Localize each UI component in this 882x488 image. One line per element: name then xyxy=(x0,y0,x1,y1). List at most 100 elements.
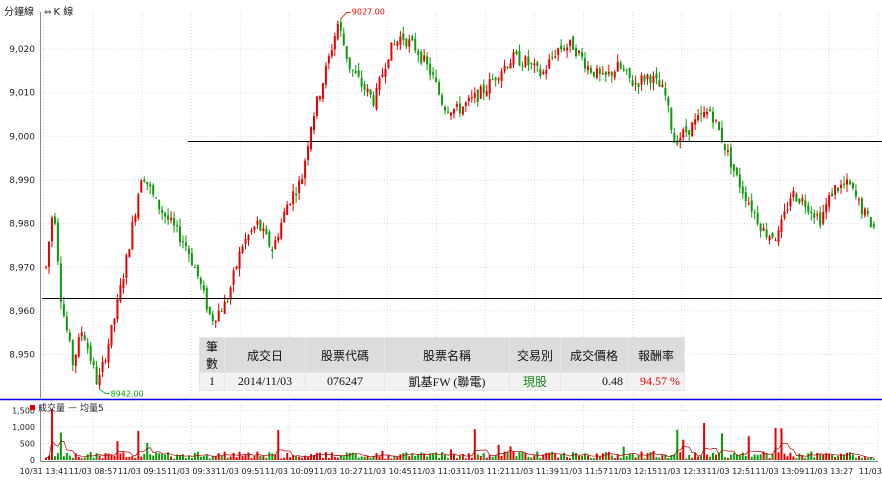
volume-bar xyxy=(533,455,536,460)
volume-bar xyxy=(241,455,244,460)
volume-bar xyxy=(783,453,786,460)
volume-bar xyxy=(247,452,250,460)
candle-body xyxy=(676,140,679,145)
candle-body xyxy=(512,52,515,65)
candle-body xyxy=(62,304,65,317)
candle-body xyxy=(583,58,586,69)
candle-body xyxy=(542,71,545,74)
volume-bar xyxy=(566,457,569,460)
volume-bar xyxy=(208,458,211,460)
candle-body xyxy=(729,147,732,168)
volume-bar xyxy=(253,456,256,460)
candle-body xyxy=(110,324,113,346)
volume-bar xyxy=(363,456,366,460)
volume-bar xyxy=(372,456,375,460)
volume-bar xyxy=(184,458,187,460)
candle-body xyxy=(828,195,831,207)
candle-body xyxy=(786,209,789,211)
kline-button[interactable]: ⇔ K 線 xyxy=(44,3,73,18)
volume-bar xyxy=(280,458,283,460)
volume-tick-label: 1,500 xyxy=(12,407,35,416)
minute-line-button[interactable]: 分鐘線 xyxy=(4,7,34,18)
volume-bar xyxy=(625,456,628,460)
candle-body xyxy=(694,119,697,125)
volume-bar xyxy=(542,454,545,460)
candle-body xyxy=(461,106,464,115)
volume-legend-label: 成交量 xyxy=(38,404,66,414)
candle-body xyxy=(342,33,345,46)
volume-bar xyxy=(649,452,652,460)
candle-body xyxy=(268,231,271,247)
volume-bar xyxy=(327,458,330,460)
volume-bar xyxy=(706,454,709,460)
candle-body xyxy=(280,222,283,239)
candle-body xyxy=(92,361,95,366)
volume-bar xyxy=(333,456,336,460)
candle-body xyxy=(292,191,295,205)
header-return: 報酬率 xyxy=(627,337,686,373)
candle-body xyxy=(735,167,738,175)
time-tick-label: 11/03 11:57 xyxy=(559,467,608,476)
volume-bar xyxy=(777,452,780,460)
volume-bar xyxy=(217,453,220,460)
volume-bar xyxy=(509,446,512,460)
volume-bar xyxy=(506,452,509,460)
candle-body xyxy=(426,56,429,65)
candle-body xyxy=(387,59,390,68)
candle-body xyxy=(744,192,747,202)
table-row[interactable]: 1 2014/11/03 076247 凱基FW (聯電) 現股 0.48 94… xyxy=(198,372,686,391)
candle-body xyxy=(554,56,557,58)
volume-bar xyxy=(589,458,592,460)
time-tick-label: 11/03 12:15 xyxy=(608,467,657,476)
candle-body xyxy=(497,78,500,80)
volume-bar xyxy=(393,456,396,460)
volume-bar xyxy=(199,456,202,460)
volume-bar xyxy=(831,454,834,460)
candle-body xyxy=(783,211,786,219)
volume-legend-separator: — xyxy=(68,402,78,413)
candle-body xyxy=(119,285,122,302)
candle-body xyxy=(834,185,837,195)
candle-body xyxy=(354,71,357,74)
volume-bar xyxy=(735,454,738,460)
volume-bar xyxy=(244,454,247,460)
candle-body xyxy=(125,255,128,278)
volume-bar xyxy=(223,451,226,460)
volume-bar xyxy=(497,444,500,460)
volume-bar xyxy=(676,429,679,460)
candle-body xyxy=(804,200,807,207)
candle-body xyxy=(423,55,426,61)
volume-bar xyxy=(652,450,655,460)
candle-body xyxy=(396,41,399,46)
volume-bar xyxy=(494,455,497,460)
volume-bar xyxy=(77,456,80,460)
candle-body xyxy=(155,197,158,199)
candle-body xyxy=(589,67,592,73)
candle-body xyxy=(560,45,563,50)
candle-body xyxy=(247,235,250,241)
candle-body xyxy=(595,68,598,78)
volume-bar xyxy=(503,451,506,460)
volume-bar xyxy=(378,456,381,460)
candle-body xyxy=(530,63,533,65)
candle-body xyxy=(199,278,202,284)
volume-bar xyxy=(688,454,691,460)
candle-body xyxy=(732,164,735,171)
candle-body xyxy=(223,301,226,314)
volume-bar xyxy=(193,453,196,460)
volume-bar xyxy=(98,455,101,460)
candle-body xyxy=(301,179,304,184)
volume-bar xyxy=(113,456,116,460)
candle-body xyxy=(726,150,729,152)
candle-body xyxy=(71,340,74,365)
volume-bar xyxy=(232,452,235,460)
volume-bar xyxy=(616,454,619,460)
candle-body xyxy=(658,80,661,87)
candle-body xyxy=(667,97,670,106)
candle-body xyxy=(712,111,715,123)
candle-body xyxy=(304,160,307,179)
candle-body xyxy=(795,193,798,202)
volume-bar xyxy=(464,458,467,460)
candle-body xyxy=(211,314,214,322)
